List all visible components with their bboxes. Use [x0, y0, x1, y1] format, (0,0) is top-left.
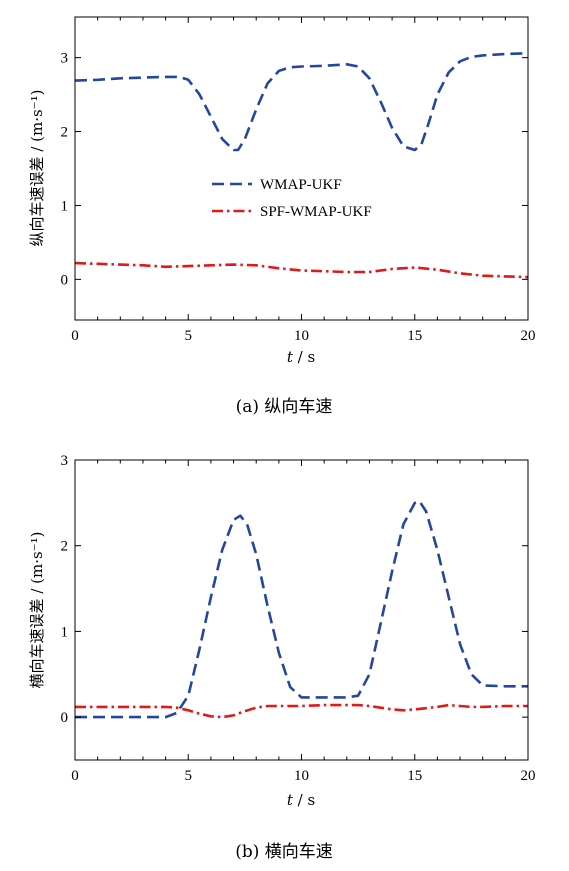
- panel-a-x-tick-label: 20: [521, 328, 536, 344]
- panel-a-legend: WMAP-UKF SPF-WMAP-UKF: [212, 177, 372, 220]
- panel-b-line-wmap-ukf: [75, 499, 528, 719]
- legend-label-spf-wmap-ukf: SPF-WMAP-UKF: [260, 204, 372, 220]
- panel-b-ticks: 0 5 10 15 20 0 1 2 3: [61, 453, 536, 784]
- panel-a-y-tick-label: 2: [61, 125, 69, 141]
- panel-a-series: [74, 51, 529, 279]
- panel-b: 0 5 10 15 20 0 1 2 3 t / s 横向车速误差 / (m·s⁻¹) (b) …: [28, 453, 536, 862]
- panel-b-y-tick-label: 0: [61, 710, 69, 726]
- panel-b-y-tick-label: 3: [61, 453, 69, 469]
- panel-a-line-wmap-ukf: [74, 51, 529, 152]
- panel-b-series: [75, 499, 528, 719]
- panel-b-plot-frame: [74, 459, 529, 761]
- panel-b-x-tick-label: 0: [71, 768, 79, 784]
- panel-a-x-tick-label: 10: [294, 328, 309, 344]
- panel-a-x-tick-label: 0: [71, 328, 79, 344]
- panel-a-x-tick-label: 5: [185, 328, 193, 344]
- panel-a-caption: (a) 纵向车速: [236, 397, 333, 417]
- panel-a-y-tick-label: 0: [61, 272, 69, 288]
- panel-b-x-tick-label: 20: [521, 768, 536, 784]
- panel-b-xlabel: t / s: [287, 791, 315, 809]
- panel-b-y-tick-label: 2: [61, 539, 69, 555]
- panel-b-y-tick-label: 1: [61, 624, 69, 640]
- panel-a-y-tick-label: 1: [61, 198, 69, 214]
- panel-a-xlabel: t / s: [287, 348, 315, 366]
- legend-label-wmap-ukf: WMAP-UKF: [260, 177, 342, 193]
- panel-a-line-spf-wmap-ukf: [74, 261, 529, 279]
- panel-a-y-tick-label: 3: [61, 51, 69, 67]
- panel-b-x-tick-label: 5: [185, 768, 193, 784]
- panel-b-caption: (b) 横向车速: [235, 842, 333, 862]
- panel-a-ylabel: 纵向车速误差 / (m·s⁻¹): [28, 90, 46, 247]
- panel-b-ylabel: 横向车速误差 / (m·s⁻¹): [28, 532, 46, 689]
- panel-a-x-tick-label: 15: [407, 328, 422, 344]
- panel-a: 0 5 10 15 20 0 1 2 3 WMAP-UKF SPF-WMAP-UKF t / s…: [28, 16, 536, 417]
- panel-b-x-tick-label: 10: [294, 768, 309, 784]
- panel-b-x-tick-label: 15: [407, 768, 422, 784]
- panel-a-ticks: 0 5 10 15 20 0 1 2 3: [61, 17, 536, 344]
- panel-b-line-spf-wmap-ukf: [75, 703, 528, 719]
